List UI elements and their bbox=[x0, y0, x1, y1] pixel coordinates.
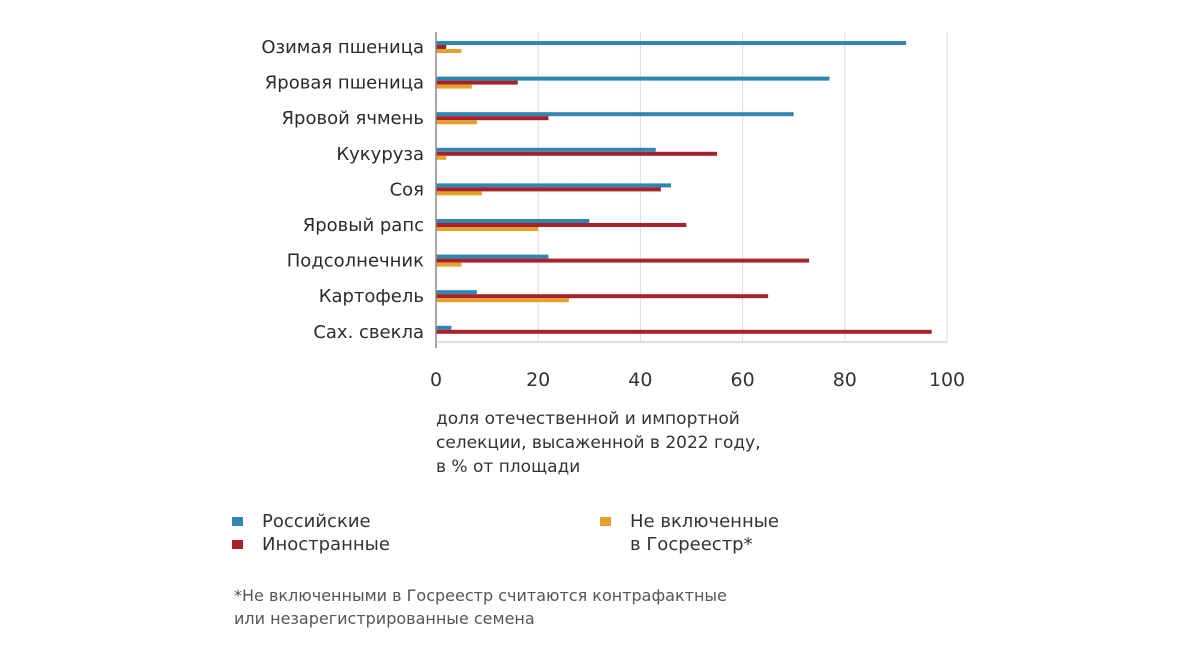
bar-foreign bbox=[436, 45, 447, 49]
bar-unregistered bbox=[436, 227, 539, 231]
category-label: Яровая пшеница bbox=[265, 73, 424, 94]
x-tick-label: 100 bbox=[929, 369, 965, 391]
footnote-line: *Не включенными в Госреестр считаются ко… bbox=[234, 586, 727, 605]
x-tick-label: 40 bbox=[628, 369, 652, 391]
category-label: Подсолнечник bbox=[287, 251, 424, 272]
bar-foreign bbox=[436, 258, 810, 263]
bar-russian bbox=[436, 325, 452, 330]
bar-foreign bbox=[436, 223, 687, 227]
category-label: Яровый рапс bbox=[303, 215, 424, 236]
bar-russian bbox=[436, 219, 590, 223]
category-label: Кукуруза bbox=[336, 144, 424, 165]
bar-foreign bbox=[436, 80, 518, 85]
bar-unregistered bbox=[436, 298, 569, 303]
x-tick-label: 80 bbox=[833, 369, 857, 391]
category-label: Соя bbox=[390, 179, 424, 200]
legend-swatch-orange bbox=[600, 517, 611, 526]
bar-foreign bbox=[436, 187, 661, 192]
legend-label: Иностранные bbox=[262, 534, 390, 555]
bar-foreign bbox=[436, 151, 718, 156]
category-label: Озимая пшеница bbox=[261, 37, 424, 58]
x-tick-label: 20 bbox=[526, 369, 550, 391]
x-tick-label: 0 bbox=[430, 369, 442, 391]
chart-caption: доля отечественной и импортной селекции,… bbox=[436, 407, 761, 479]
bar-unregistered bbox=[436, 262, 462, 267]
bar-russian bbox=[436, 147, 656, 152]
bar-foreign bbox=[436, 329, 932, 334]
bar-chart: 0 20 40 60 80 100 Озимая пшеница Яровая пшеница… bbox=[261, 32, 965, 391]
category-label: Яровой ячмень bbox=[282, 108, 424, 129]
bar-russian bbox=[436, 41, 907, 45]
bar-foreign bbox=[436, 294, 769, 299]
bar-russian bbox=[436, 76, 830, 81]
footnote: *Не включенными в Госреестр считаются ко… bbox=[234, 584, 727, 630]
x-tick-label: 60 bbox=[731, 369, 755, 391]
bar-unregistered bbox=[436, 84, 472, 89]
category-label: Сах. свекла bbox=[313, 322, 424, 343]
caption-line: в % от площади bbox=[436, 457, 581, 477]
legend-swatch-blue bbox=[232, 517, 243, 526]
legend-label: Не включенные bbox=[630, 511, 780, 532]
category-label: Картофель bbox=[319, 286, 424, 307]
legend-label: Российские bbox=[262, 511, 371, 532]
caption-line: доля отечественной и импортной bbox=[436, 409, 740, 429]
bar-unregistered bbox=[436, 120, 477, 125]
bar-unregistered bbox=[436, 49, 462, 53]
legend-label: в Госреестр* bbox=[630, 534, 753, 555]
bar-unregistered bbox=[436, 191, 482, 196]
bar-russian bbox=[436, 112, 794, 117]
bar-russian bbox=[436, 183, 672, 188]
caption-line: селекции, высаженной в 2022 году, bbox=[436, 433, 761, 453]
bar-russian bbox=[436, 290, 477, 295]
legend-swatch-red bbox=[232, 540, 243, 549]
bar-russian bbox=[436, 254, 549, 259]
bar-foreign bbox=[436, 116, 549, 121]
bar-unregistered bbox=[436, 155, 447, 160]
footnote-line: или незарегистрированные семена bbox=[234, 609, 535, 628]
